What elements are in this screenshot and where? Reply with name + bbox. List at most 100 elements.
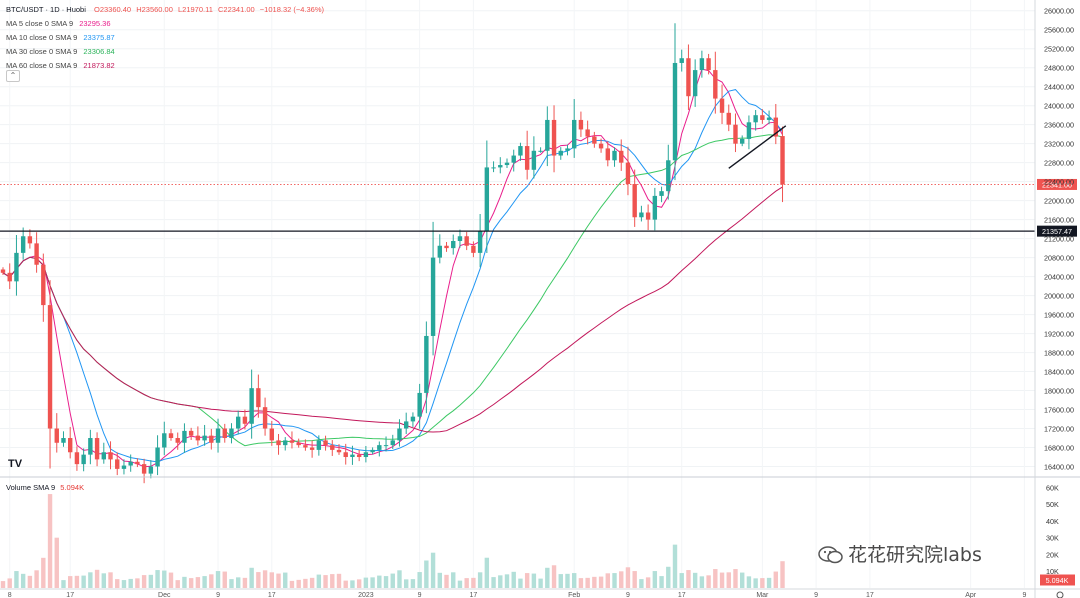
volume-bar xyxy=(699,576,705,588)
candle-body xyxy=(188,430,194,436)
volume-bar xyxy=(41,557,46,588)
candle-body xyxy=(538,150,543,152)
x-tick-label: Feb xyxy=(568,592,580,598)
volume-bar xyxy=(773,571,778,588)
candle-body xyxy=(0,269,6,273)
candle-body xyxy=(585,129,590,137)
candle-body xyxy=(27,236,33,244)
volume-bar xyxy=(410,579,416,588)
candle-body xyxy=(289,440,295,443)
ohlc-values: O23360.40 H23560.00 L21970.11 C22341.00 … xyxy=(94,5,327,14)
volume-bar xyxy=(81,575,86,588)
volume-bar xyxy=(780,561,785,588)
volume-tick-label: 10K xyxy=(1046,567,1059,576)
candle-body xyxy=(498,165,503,168)
candle-body xyxy=(135,461,140,465)
x-tick-label: 17 xyxy=(470,592,478,598)
price-tick-label: 25600.00 xyxy=(1044,26,1074,35)
ma-row-60[interactable]: MA 60 close 0 SMA 9 21873.82 xyxy=(6,59,327,73)
volume-bar xyxy=(706,575,711,588)
volume-bar xyxy=(740,572,745,588)
volume-bar xyxy=(108,572,113,588)
volume-bar xyxy=(531,573,537,588)
volume-bar xyxy=(733,569,738,588)
volume-bar xyxy=(289,580,295,588)
candle-body xyxy=(330,445,335,450)
price-tick-label: 24800.00 xyxy=(1044,64,1074,73)
ma-row-30[interactable]: MA 30 close 0 SMA 9 23306.84 xyxy=(6,45,327,59)
volume-bar xyxy=(141,575,147,588)
candle-body xyxy=(424,335,429,393)
candle-body xyxy=(81,454,86,465)
candle-body xyxy=(336,449,342,453)
candle-body xyxy=(451,241,456,249)
price-tick-label: 24400.00 xyxy=(1044,83,1074,92)
candle-body xyxy=(148,466,154,474)
volume-bar xyxy=(464,578,469,588)
change-value: −1018.32 (−4.36%) xyxy=(259,5,325,14)
candle-body xyxy=(128,461,133,466)
volume-bar xyxy=(188,578,194,588)
ma-label: MA 10 close 0 SMA 9 xyxy=(6,33,78,42)
volume-bar xyxy=(363,577,369,588)
candle-body xyxy=(531,150,537,170)
volume-bar xyxy=(148,574,154,588)
candle-body xyxy=(262,407,268,429)
volume-bar xyxy=(14,571,19,588)
candle-body xyxy=(7,272,12,282)
x-tick-label: 17 xyxy=(866,592,874,598)
chevron-up-icon[interactable]: ⌃ xyxy=(6,70,20,82)
volume-bar xyxy=(471,577,476,588)
candle-body xyxy=(41,264,46,306)
x-tick-label: 9 xyxy=(418,592,422,598)
volume-bar xyxy=(558,574,563,588)
candle-body xyxy=(692,70,698,97)
moving-average-lines xyxy=(2,68,783,468)
x-tick-label: Apr xyxy=(965,592,977,598)
candle-body xyxy=(672,62,678,161)
candle-body xyxy=(753,115,758,123)
candle-body xyxy=(377,445,382,450)
tradingview-logo[interactable]: TV xyxy=(8,458,23,470)
volume-bar xyxy=(404,579,409,588)
price-tick-label: 20800.00 xyxy=(1044,254,1074,263)
ma-row-10[interactable]: MA 10 close 0 SMA 9 23375.87 xyxy=(6,31,327,45)
candle-body xyxy=(323,440,328,446)
price-tick-label: 23200.00 xyxy=(1044,140,1074,149)
candle-body xyxy=(370,449,375,453)
candle-body xyxy=(726,112,731,125)
volume-bar xyxy=(195,577,201,588)
volume-bar xyxy=(249,567,254,588)
price-tick-label: 21200.00 xyxy=(1044,235,1074,244)
trendline xyxy=(728,125,787,169)
volume-bar xyxy=(424,560,429,588)
volume-bar xyxy=(168,572,174,588)
candle-body xyxy=(572,119,577,149)
candle-body xyxy=(504,162,510,166)
price-tick-label: 22400.00 xyxy=(1044,178,1074,187)
volume-bar xyxy=(356,579,362,588)
price-tick-label: 23600.00 xyxy=(1044,121,1074,130)
high-value: H23560.00 xyxy=(136,5,173,14)
candle-body xyxy=(491,167,496,169)
candle-body xyxy=(619,150,624,163)
candle-body xyxy=(598,143,604,149)
volume-bar xyxy=(229,579,234,588)
candle-body xyxy=(740,138,745,144)
candle-body xyxy=(303,445,308,448)
support-price-label: 21357.47 xyxy=(1042,227,1072,236)
ma-row-5[interactable]: MA 5 close 0 SMA 9 23295.36 xyxy=(6,17,327,31)
volume-value: 5.094K xyxy=(60,483,85,492)
ma-value: 21873.82 xyxy=(83,61,115,70)
candle-body xyxy=(518,146,523,156)
candle-body xyxy=(410,416,416,422)
volume-bar xyxy=(619,571,624,588)
volume-bar xyxy=(343,580,348,588)
x-tick-label: 9 xyxy=(814,592,818,598)
price-tick-label: 22000.00 xyxy=(1044,197,1074,206)
gear-icon xyxy=(1056,591,1064,598)
volume-bar xyxy=(572,573,577,588)
candle-body xyxy=(605,148,610,161)
volume-bar xyxy=(316,574,322,588)
